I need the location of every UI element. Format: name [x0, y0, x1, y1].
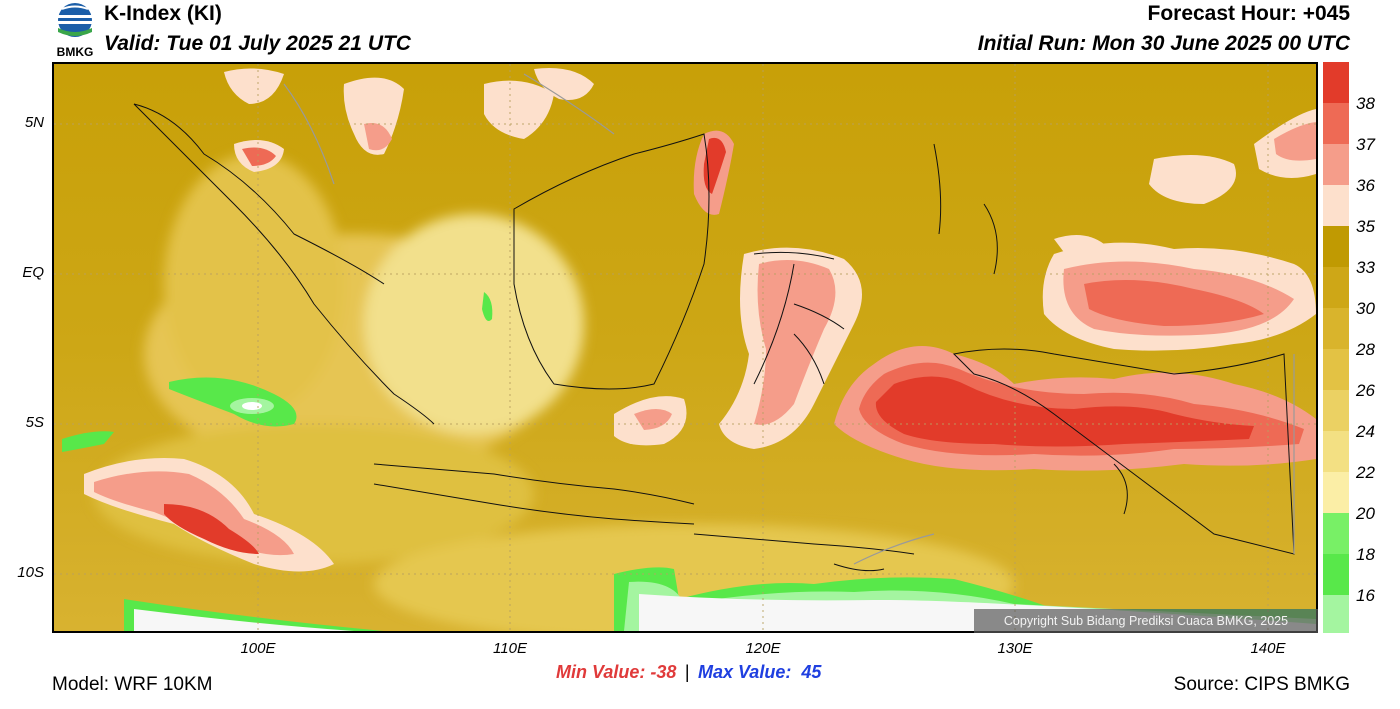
colorbar-swatch: [1323, 554, 1349, 595]
colorbar-label: 38: [1356, 94, 1375, 113]
lat-label-5n: 5N: [24, 114, 44, 131]
k-index-map: [52, 62, 1318, 633]
colorbar-label: 24: [1356, 422, 1375, 441]
colorbar-swatch: [1323, 390, 1349, 431]
lon-label-110e: 110E: [493, 640, 527, 657]
colorbar-swatch: [1323, 513, 1349, 554]
min-max-separator: |: [684, 662, 690, 682]
high-k-index-regions: [84, 68, 1316, 572]
min-value: Min Value: -38: [556, 662, 677, 682]
source-info: Source: CIPS BMKG: [1173, 674, 1350, 695]
initial-run: Initial Run: Mon 30 June 2025 00 UTC: [977, 32, 1350, 55]
page-title: K-Index (KI): [104, 2, 222, 25]
colorbar-swatch: [1323, 103, 1349, 144]
lon-label-130e: 130E: [997, 640, 1033, 657]
colorbar-label: 36: [1356, 176, 1375, 195]
borders: [283, 73, 1295, 565]
lat-label-10s: 10S: [17, 564, 44, 581]
colorbar-label: 33: [1356, 258, 1375, 277]
green-patches: [62, 292, 493, 452]
colorbar-swatch: [1323, 595, 1349, 633]
lon-label-140e: 140E: [1250, 640, 1286, 657]
coastlines: [133, 103, 1295, 572]
logo-text: BMKG: [56, 45, 94, 59]
lat-label-5s: 5S: [25, 414, 44, 431]
lon-label-100e: 100E: [240, 640, 276, 657]
colorbar-label: 18: [1356, 545, 1375, 564]
colorbar-label: 30: [1356, 299, 1375, 318]
colorbar-swatch: [1323, 62, 1349, 103]
colorbar-label: 20: [1356, 504, 1375, 523]
colorbar-swatch: [1323, 144, 1349, 185]
colorbar-swatch: [1323, 226, 1349, 267]
copyright-notice: Copyright Sub Bidang Prediksi Cuaca BMKG…: [974, 609, 1318, 633]
colorbar-label: 22: [1356, 463, 1375, 482]
valid-time: Valid: Tue 01 July 2025 21 UTC: [104, 32, 411, 55]
colorbar-label: 35: [1356, 217, 1375, 236]
colorbar-swatch: [1323, 267, 1349, 308]
lon-label-120e: 120E: [745, 640, 781, 657]
colorbar-label: 26: [1356, 381, 1375, 400]
colorbar-label: 16: [1356, 586, 1375, 605]
bmkg-logo: [52, 2, 98, 60]
max-value: Max Value: 45: [697, 662, 822, 682]
forecast-hour: Forecast Hour: +045: [1147, 2, 1351, 25]
model-info: Model: WRF 10KM: [52, 674, 213, 695]
colorbar-swatch: [1323, 185, 1349, 226]
colorbar-swatch: [1323, 308, 1349, 349]
colorbar-label: 28: [1356, 340, 1375, 359]
colorbar-swatch: [1323, 431, 1349, 472]
colorbar: [1323, 62, 1349, 633]
colorbar-swatch: [1323, 349, 1349, 390]
colorbar-label: 37: [1356, 135, 1375, 154]
lat-label-eq: EQ: [22, 264, 44, 281]
graticule: [54, 64, 1316, 631]
min-max-line: Min Value: -38 | Max Value: 45: [556, 662, 821, 683]
colorbar-swatch: [1323, 472, 1349, 513]
